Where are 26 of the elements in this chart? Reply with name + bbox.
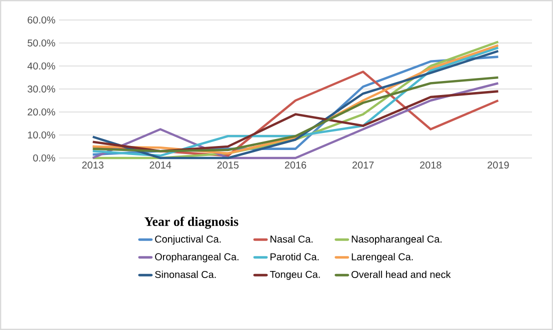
legend-label: Nasopharangeal Ca.: [352, 235, 442, 245]
y-tick-label: 60.0%: [28, 16, 56, 24]
legend-label: Nasal Ca.: [270, 235, 313, 243]
legend-label: Oropharangeal Ca.: [155, 253, 238, 262]
x-tick-label: 2019: [488, 162, 509, 169]
x-tick-label: 2014: [150, 162, 172, 169]
x-tick-label: 2018: [420, 162, 442, 169]
legend-label: Larengeal Ca.: [352, 253, 413, 262]
x-axis-title: Year of diagnosis: [144, 216, 238, 229]
x-tick-label: 2017: [352, 162, 374, 169]
x-tick-label: 2016: [284, 162, 306, 169]
y-tick-label: 10.0%: [28, 131, 56, 139]
legend-label: Overall head and neck: [352, 270, 451, 278]
y-tick-label: 50.0%: [28, 39, 56, 47]
y-tick-label: 30.0%: [28, 85, 56, 93]
legend-label: Sinonasal Ca.: [155, 270, 216, 278]
legend-label: Parotid Ca.: [270, 253, 319, 260]
x-tick-label: 2013: [82, 162, 104, 169]
y-tick-label: 40.0%: [27, 62, 56, 70]
y-tick-label: 0.0%: [33, 154, 56, 162]
line-series: [92, 90, 500, 152]
line-series: [92, 82, 500, 160]
x-tick-label: 2015: [217, 162, 239, 169]
legend-label: Conjuctival Ca.: [155, 235, 221, 245]
legend-label: Tongeu Ca.: [270, 270, 320, 280]
y-tick-label: 20.0%: [28, 108, 56, 116]
